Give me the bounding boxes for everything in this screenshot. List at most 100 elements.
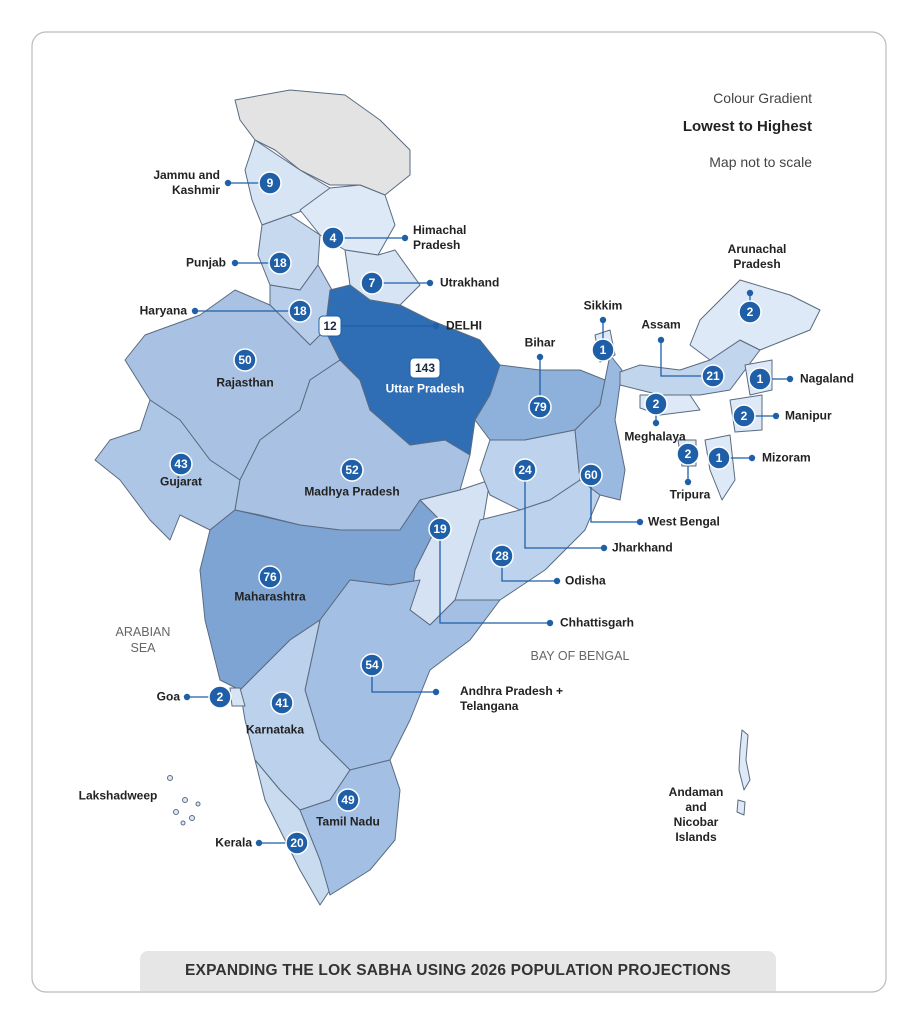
- state-label: Rajasthan: [216, 375, 274, 390]
- seat-badge: [591, 338, 615, 362]
- connector-dot: [599, 316, 607, 324]
- connector-dot: [546, 619, 554, 627]
- connector-dot: [432, 322, 440, 330]
- seat-count: 1: [716, 451, 723, 465]
- connector-dot: [786, 375, 794, 383]
- region: [736, 799, 746, 816]
- seat-badge: [428, 517, 452, 541]
- seat-badge: [707, 446, 731, 470]
- seat-badge: [233, 348, 257, 372]
- seat-count: 54: [365, 658, 379, 672]
- seat-count: 18: [273, 256, 287, 270]
- state-label: DELHI: [446, 318, 482, 333]
- seat-badge: [490, 544, 514, 568]
- state-label: Sikkim: [583, 298, 623, 313]
- connector-dot: [652, 419, 660, 427]
- seat-badge: [208, 685, 232, 709]
- connector-dot: [748, 454, 756, 462]
- legend-note: Map not to scale: [709, 154, 812, 170]
- legend-title: Colour Gradient: [713, 90, 812, 106]
- state-label: Bihar: [524, 335, 556, 350]
- seat-count: 2: [741, 409, 748, 423]
- island: [195, 801, 201, 807]
- state-label: Punjab: [185, 255, 226, 270]
- state-label: Arunachal Pradesh: [727, 242, 787, 271]
- state-label: Jammu and Kashmir: [153, 168, 220, 197]
- island: [182, 797, 188, 803]
- legend-subtitle: Lowest to Highest: [682, 118, 812, 135]
- sea-label: ARABIAN SEA: [115, 625, 171, 655]
- state-label: Nagaland: [800, 371, 855, 386]
- seat-badge: [528, 395, 552, 419]
- connector-dot: [183, 693, 191, 701]
- seat-count: 52: [345, 463, 359, 477]
- connector-dot: [684, 478, 692, 486]
- state-label: Himachal Pradesh: [413, 223, 467, 252]
- seat-badge: [268, 251, 292, 275]
- connector-dot: [401, 234, 409, 242]
- seat-badge: [579, 463, 603, 487]
- seat-badge: [409, 357, 441, 379]
- seat-badge: [360, 271, 384, 295]
- seat-count: 7: [369, 276, 376, 290]
- seat-count: 143: [415, 361, 435, 375]
- island: [180, 820, 186, 826]
- island-label: Lakshadweep: [78, 788, 158, 803]
- seat-badge: [360, 653, 384, 677]
- seat-count: 20: [290, 836, 304, 850]
- seat-count: 41: [275, 696, 289, 710]
- connector-dot: [772, 412, 780, 420]
- seat-count: 43: [174, 457, 188, 471]
- state-label: Kerala: [215, 835, 252, 850]
- seat-badge: [748, 367, 772, 391]
- seat-badge: [285, 831, 309, 855]
- seat-badge: [738, 300, 762, 324]
- connector: [590, 475, 640, 523]
- connector-dot: [426, 279, 434, 287]
- seat-badge: [318, 315, 342, 337]
- seat-badge: [676, 442, 700, 466]
- connector-dot: [746, 289, 754, 297]
- state-label: West Bengal: [648, 514, 720, 529]
- seat-badge: [288, 299, 312, 323]
- seat-count: 1: [600, 343, 607, 357]
- state-label: Tamil Nadu: [316, 814, 380, 829]
- seat-count: 2: [653, 397, 660, 411]
- seat-count: 12: [323, 319, 337, 333]
- connector-dot: [432, 688, 440, 696]
- state-label: Assam: [641, 317, 681, 332]
- state-label: Tripura: [669, 487, 711, 502]
- state-label: Karnataka: [245, 722, 305, 737]
- footer: EXPANDING THE LOK SABHA USING 2026 POPUL…: [140, 951, 776, 991]
- seat-count: 18: [293, 304, 307, 318]
- connector-dot: [191, 307, 199, 315]
- connector-dot: [553, 577, 561, 585]
- state-label: Goa: [156, 689, 180, 704]
- seat-count: 2: [217, 690, 224, 704]
- seat-count: 21: [706, 369, 720, 383]
- state-label: Manipur: [785, 408, 832, 423]
- state-label: Mizoram: [762, 450, 811, 465]
- island: [189, 815, 195, 821]
- seat-badge: [321, 226, 345, 250]
- state-label: Andhra Pradesh + Telangana: [460, 684, 564, 713]
- connector-dot: [600, 544, 608, 552]
- region: [619, 339, 761, 396]
- seat-count: 9: [267, 176, 274, 190]
- seat-badge: [701, 364, 725, 388]
- seat-count: 24: [518, 463, 532, 477]
- seat-badge: [258, 171, 282, 195]
- connector-dot: [657, 336, 665, 344]
- seat-count: 2: [685, 447, 692, 461]
- seat-badge: [169, 452, 193, 476]
- region: [738, 729, 751, 791]
- seat-badge: [644, 392, 668, 416]
- region: [94, 399, 241, 541]
- connector: [524, 470, 604, 549]
- state-label: Utrakhand: [440, 275, 500, 290]
- state-label: Chhattisgarh: [560, 615, 635, 630]
- seat-count: 76: [263, 570, 277, 584]
- seat-badge: [513, 458, 537, 482]
- connector-dot: [636, 518, 644, 526]
